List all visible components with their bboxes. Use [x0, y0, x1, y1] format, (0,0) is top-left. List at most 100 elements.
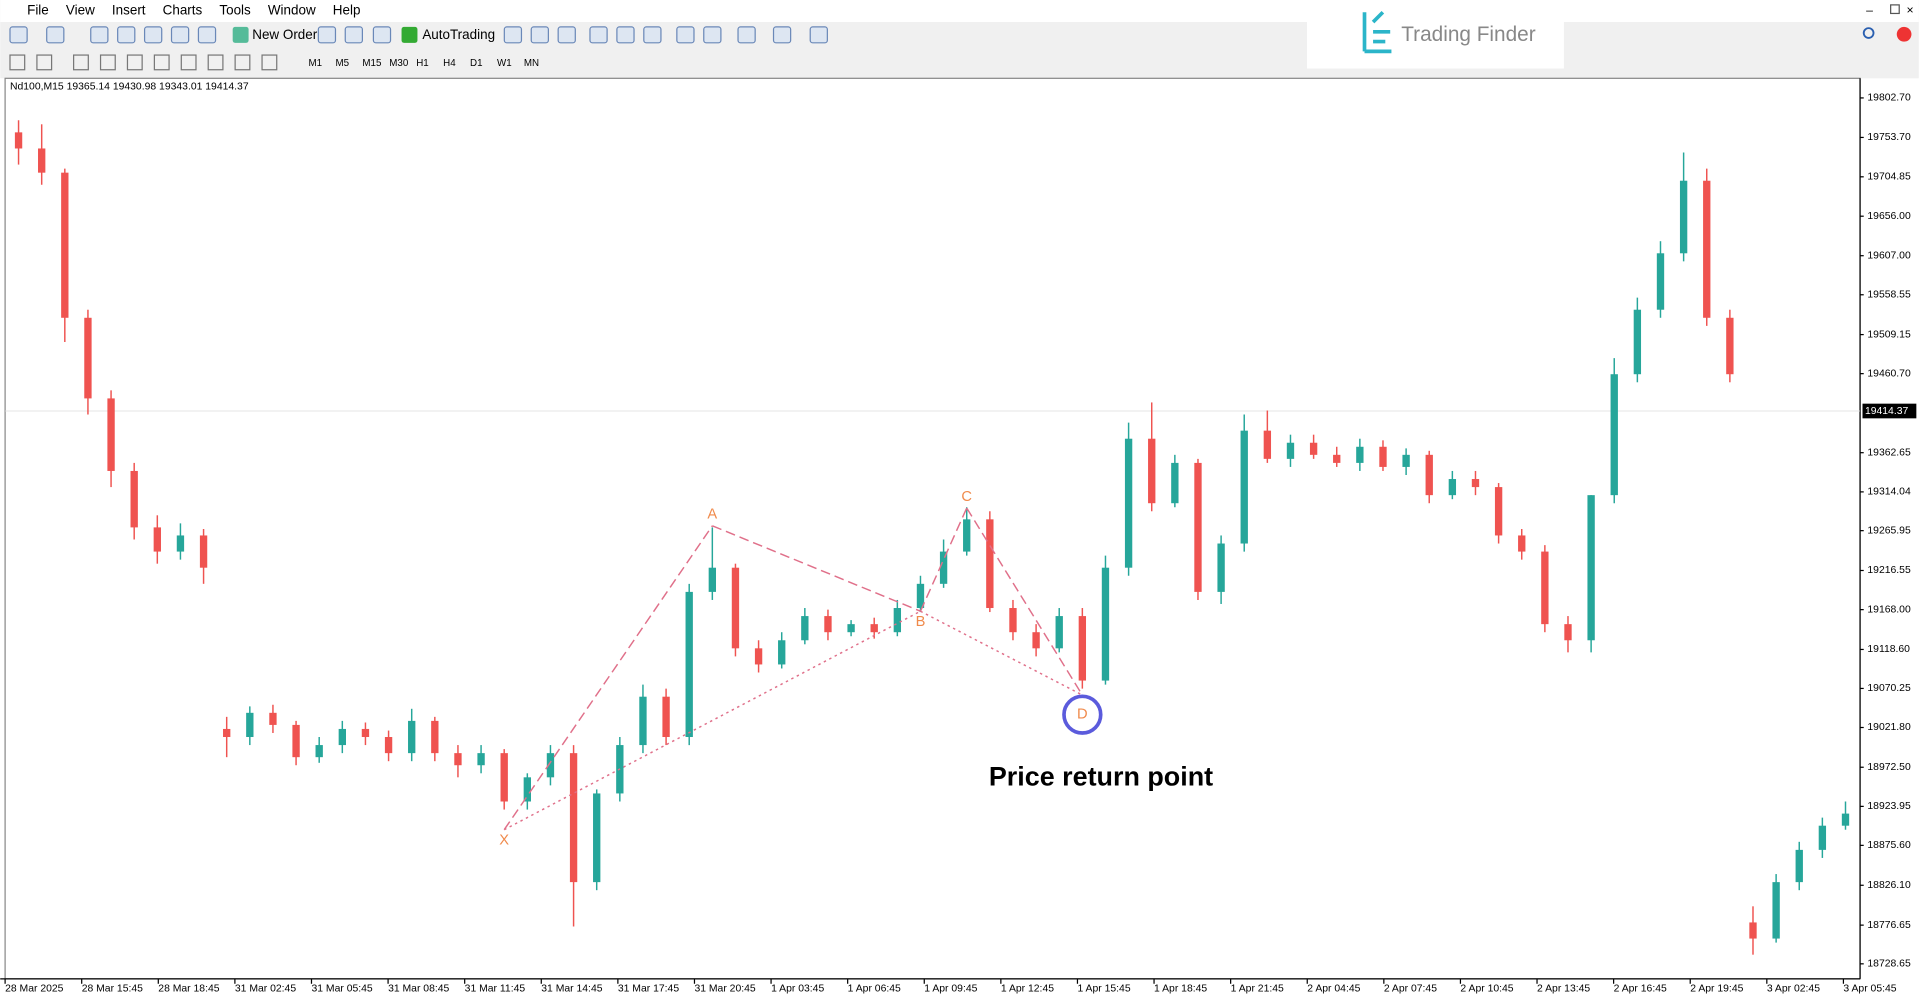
- candle-body: [292, 724, 300, 758]
- candle-body: [1703, 180, 1711, 318]
- timeframe[interactable]: M30: [389, 58, 409, 69]
- candle-body: [870, 624, 878, 633]
- x-tick-label: 31 Mar 08:45: [388, 983, 449, 994]
- candle-body: [1032, 632, 1040, 649]
- tool-button[interactable]: [197, 26, 217, 44]
- tool-button[interactable]: [9, 26, 28, 44]
- tool-button[interactable]: [737, 26, 756, 44]
- candle-body: [1818, 825, 1827, 850]
- tool-button[interactable]: [809, 26, 828, 44]
- candle-body: [593, 793, 601, 883]
- tool-button[interactable]: [232, 26, 249, 43]
- candle-body: [1055, 616, 1063, 649]
- y-tick-label: 19704.85: [1867, 172, 1911, 183]
- timeframe[interactable]: H1: [416, 58, 428, 69]
- draw-tool[interactable]: [234, 54, 251, 71]
- candle-body: [269, 712, 277, 725]
- win-minimize[interactable]: –: [1866, 3, 1873, 17]
- draw-tool[interactable]: [153, 54, 170, 71]
- pattern-label: B: [916, 614, 926, 630]
- candle-body: [569, 753, 578, 883]
- search-icon[interactable]: [1862, 27, 1875, 39]
- menu-item[interactable]: Tools: [219, 3, 251, 18]
- tool-button[interactable]: [143, 26, 163, 44]
- draw-tool[interactable]: [261, 54, 278, 71]
- candle-body: [1356, 446, 1364, 463]
- candle-body: [778, 640, 786, 665]
- y-tick-label: 19265.95: [1867, 525, 1911, 536]
- notification-badge[interactable]: [1896, 26, 1912, 42]
- candle-body: [61, 172, 69, 318]
- tool-button[interactable]: [703, 26, 722, 44]
- candle-body: [1679, 180, 1688, 254]
- candle-body: [986, 519, 994, 609]
- y-tick-label: 19802.70: [1867, 93, 1911, 104]
- tool-button[interactable]: [616, 26, 635, 44]
- candle-body: [431, 720, 439, 754]
- timeframe[interactable]: W1: [497, 58, 512, 69]
- draw-tool[interactable]: [73, 54, 89, 71]
- tool-button[interactable]: [589, 26, 608, 44]
- win-restore[interactable]: [1890, 4, 1900, 15]
- draw-tool[interactable]: [99, 54, 116, 71]
- candle-body: [199, 535, 208, 568]
- tool-button[interactable]: [117, 26, 136, 44]
- draw-tool[interactable]: [207, 54, 224, 71]
- timeframe[interactable]: MN: [524, 58, 539, 69]
- candle-body: [1494, 487, 1503, 536]
- timeframe[interactable]: D1: [470, 58, 482, 69]
- draw-tool[interactable]: [9, 54, 26, 71]
- candle-body: [1772, 882, 1780, 939]
- menu-item[interactable]: Window: [268, 3, 316, 18]
- timeframe[interactable]: M1: [309, 58, 323, 69]
- timeframe[interactable]: H4: [443, 58, 456, 69]
- x-tick-label: 31 Mar 05:45: [311, 983, 372, 994]
- y-tick-label: 19558.55: [1867, 290, 1911, 301]
- y-tick-label: 18776.65: [1867, 920, 1911, 931]
- tool-button[interactable]: [503, 26, 523, 44]
- candle-body: [38, 148, 46, 173]
- x-tick-label: 28 Mar 15:45: [82, 983, 143, 994]
- timeframe[interactable]: M15: [362, 58, 382, 69]
- new-order[interactable]: New Order: [252, 27, 317, 42]
- x-tick-label: 2 Apr 19:45: [1690, 983, 1743, 994]
- candle-body: [1333, 454, 1341, 463]
- tool-button[interactable]: [317, 26, 337, 44]
- tool-button[interactable]: [530, 26, 549, 44]
- pattern-leg: [503, 525, 713, 831]
- tool-button[interactable]: [344, 26, 364, 44]
- candle-body: [1263, 430, 1272, 459]
- x-tick-label: 2 Apr 07:45: [1384, 983, 1437, 994]
- candle-body: [176, 535, 185, 552]
- draw-tool[interactable]: [126, 54, 143, 71]
- x-tick-label: 28 Mar 18:45: [158, 983, 219, 994]
- tool-button[interactable]: [46, 26, 65, 44]
- menu-item[interactable]: Help: [333, 3, 361, 18]
- draw-tool[interactable]: [36, 54, 53, 71]
- tool-button[interactable]: [90, 26, 109, 44]
- menu-item[interactable]: File: [27, 3, 49, 18]
- tool-button[interactable]: [170, 26, 190, 44]
- brand-icon: [1362, 10, 1392, 54]
- timeframe[interactable]: M5: [335, 58, 349, 69]
- win-close[interactable]: ×: [1907, 3, 1914, 17]
- tool-button[interactable]: [676, 26, 695, 44]
- tool-button[interactable]: [557, 26, 576, 44]
- menu-item[interactable]: View: [66, 3, 95, 18]
- menu-item[interactable]: Insert: [112, 3, 146, 18]
- menu-item[interactable]: Charts: [163, 3, 203, 18]
- x-tick-label: 3 Apr 02:45: [1767, 983, 1820, 994]
- tool-button[interactable]: [643, 26, 662, 44]
- toolbar-icons: [9, 26, 828, 71]
- x-tick-label: 31 Mar 14:45: [541, 983, 602, 994]
- candle-body: [107, 398, 115, 471]
- candle-body: [1564, 624, 1572, 641]
- candle-body: [246, 712, 254, 738]
- tool-button[interactable]: [772, 26, 792, 44]
- y-tick-label: 19118.60: [1867, 644, 1910, 655]
- tool-button[interactable]: [401, 26, 418, 43]
- tool-button[interactable]: [372, 26, 392, 44]
- auto-trading[interactable]: AutoTrading: [422, 27, 495, 42]
- draw-tool[interactable]: [180, 54, 197, 71]
- candle-body: [1078, 616, 1087, 681]
